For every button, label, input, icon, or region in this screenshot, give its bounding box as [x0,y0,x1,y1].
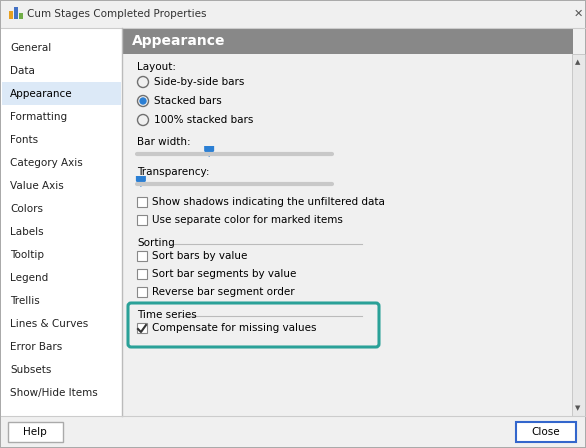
Text: Labels: Labels [10,227,43,237]
Bar [19,13,23,19]
Polygon shape [204,146,214,157]
Text: Time series: Time series [137,310,197,320]
Bar [137,287,147,297]
Text: 100% stacked bars: 100% stacked bars [154,115,253,125]
Bar [1,416,585,447]
Text: Fonts: Fonts [10,135,38,145]
Polygon shape [136,176,146,187]
Bar [137,269,147,279]
Bar [1,1,585,28]
Text: Legend: Legend [10,273,48,283]
Bar [137,251,147,261]
Bar [572,54,585,416]
Bar [1,28,123,416]
Text: General: General [10,43,51,53]
Text: ▲: ▲ [575,59,581,65]
Bar [14,7,18,19]
Text: Appearance: Appearance [10,89,73,99]
Text: Reverse bar segment order: Reverse bar segment order [152,287,295,297]
Bar [137,215,147,225]
Text: Layout:: Layout: [137,62,176,72]
Text: Transparency:: Transparency: [137,167,210,177]
Circle shape [140,98,146,104]
Text: Stacked bars: Stacked bars [154,96,222,106]
Text: ✕: ✕ [573,9,582,19]
Text: Bar width:: Bar width: [137,137,190,147]
Text: Help: Help [23,427,47,437]
Text: Subsets: Subsets [10,365,52,375]
Text: Category Axis: Category Axis [10,158,83,168]
Text: Cum Stages Completed Properties: Cum Stages Completed Properties [27,9,206,19]
Text: Formatting: Formatting [10,112,67,122]
Text: Tooltip: Tooltip [10,250,44,260]
Bar [137,197,147,207]
Text: ▼: ▼ [575,405,581,411]
Text: Use separate color for marked items: Use separate color for marked items [152,215,343,225]
Bar [123,28,585,416]
Text: Data: Data [10,66,35,76]
Text: Appearance: Appearance [132,34,226,48]
Bar [2,82,121,105]
Bar [123,28,573,54]
Text: Colors: Colors [10,204,43,214]
Bar [516,422,576,442]
Text: Sort bar segments by value: Sort bar segments by value [152,269,297,279]
Text: Show shadows indicating the unfiltered data: Show shadows indicating the unfiltered d… [152,197,385,207]
Text: Lines & Curves: Lines & Curves [10,319,88,329]
Text: Show/Hide Items: Show/Hide Items [10,388,98,398]
Bar [8,422,63,442]
Bar [9,11,13,19]
Text: Trellis: Trellis [10,296,40,306]
Text: Compensate for missing values: Compensate for missing values [152,323,316,333]
Text: Sort bars by value: Sort bars by value [152,251,247,261]
Text: Side-by-side bars: Side-by-side bars [154,77,244,87]
Text: Value Axis: Value Axis [10,181,64,191]
Text: Error Bars: Error Bars [10,342,62,352]
Text: Close: Close [532,427,560,437]
Text: Sorting: Sorting [137,238,175,248]
Bar [137,323,147,333]
